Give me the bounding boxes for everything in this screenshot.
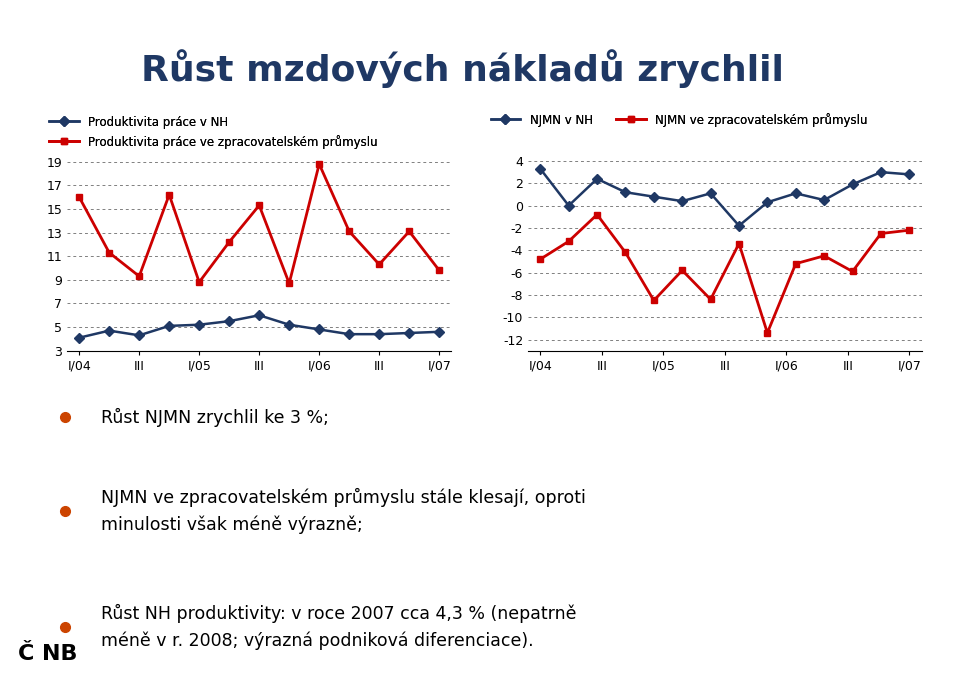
Legend: Produktivita práce v NH, Produktivita práce ve zpracovatelském průmyslu: Produktivita práce v NH, Produktivita pr… bbox=[44, 112, 382, 154]
Text: Růst mzdových nákladů zrychlil: Růst mzdových nákladů zrychlil bbox=[140, 48, 783, 88]
Text: NB: NB bbox=[42, 644, 78, 664]
Text: Růst NH produktivity: v roce 2007 cca 4,3 % (nepatrně
méně v r. 2008; výrazná po: Růst NH produktivity: v roce 2007 cca 4,… bbox=[101, 604, 577, 650]
Text: Č: Č bbox=[18, 644, 35, 664]
Text: Růst NJMN zrychlil ke 3 %;: Růst NJMN zrychlil ke 3 %; bbox=[101, 408, 329, 427]
Legend: NJMN v NH, NJMN ve zpracovatelském průmyslu: NJMN v NH, NJMN ve zpracovatelském průmy… bbox=[486, 108, 873, 131]
Text: NJMN ve zpracovatelském průmyslu stále klesají, oproti
minulosti však méně výraz: NJMN ve zpracovatelském průmyslu stále k… bbox=[101, 488, 586, 535]
